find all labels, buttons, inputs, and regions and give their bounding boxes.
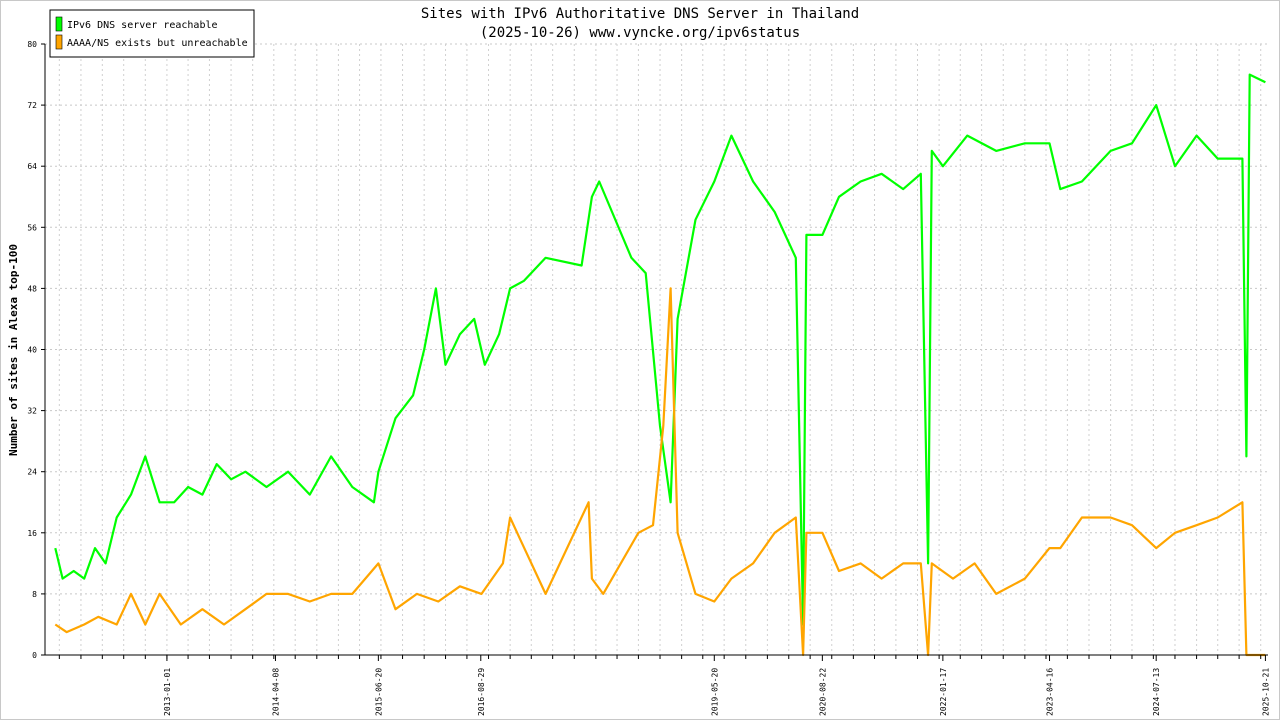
chart-title: Sites with IPv6 Authoritative DNS Server… [421, 6, 859, 22]
legend-box [49, 9, 255, 58]
y-tick-label: 8 [32, 590, 37, 599]
y-tick-label: 16 [27, 529, 37, 538]
x-tick-label: 2014-04-08 [271, 668, 280, 716]
y-tick-label: 48 [27, 284, 37, 293]
x-tick-label: 2019-05-20 [710, 668, 719, 716]
y-axis-label: Number of sites in Alexa top-100 [7, 244, 20, 456]
chart-subtitle: (2025-10-26) www.vyncke.org/ipv6status [480, 25, 800, 41]
y-tick-label: 80 [27, 40, 37, 49]
y-tick-label: 32 [27, 407, 37, 416]
legend-swatch-unreachable [55, 34, 63, 50]
legend-swatch-reachable [55, 16, 63, 32]
y-tick-label: 56 [27, 223, 37, 232]
legend-label-unreachable: AAAA/NS exists but unreachable [67, 38, 248, 49]
x-tick-label: 2024-07-13 [1152, 668, 1161, 716]
y-tick-label: 64 [27, 162, 37, 171]
y-tick-label: 0 [32, 651, 37, 660]
legend-label-reachable: IPv6 DNS server reachable [67, 20, 218, 31]
legend: IPv6 DNS server reachable AAAA/NS exists… [49, 9, 255, 58]
x-tick-label: 2015-06-20 [374, 668, 383, 716]
x-tick-label: 2020-08-22 [818, 668, 827, 716]
y-axis-ticks: 0 8 16 24 32 40 48 56 64 72 80 [27, 40, 45, 660]
x-tick-label: 2016-08-29 [477, 668, 486, 716]
x-tick-label: 2022-01-17 [939, 668, 948, 716]
x-axis-ticks: 2013-01-01 2014-04-08 2015-06-20 2016-08-29… [58, 655, 1270, 716]
grid-lines [45, 43, 1268, 655]
series-line-reachable [54, 73, 1266, 626]
x-tick-label: 2013-01-01 [163, 668, 172, 716]
series-line-unreachable [54, 287, 1266, 657]
y-tick-label: 24 [27, 468, 37, 477]
x-tick-label: 2023-04-16 [1046, 668, 1055, 716]
plot-lines [54, 73, 1266, 657]
x-tick-label: 2025-10-21 [1261, 668, 1270, 716]
y-tick-label: 72 [27, 101, 37, 110]
y-tick-label: 40 [27, 346, 37, 355]
